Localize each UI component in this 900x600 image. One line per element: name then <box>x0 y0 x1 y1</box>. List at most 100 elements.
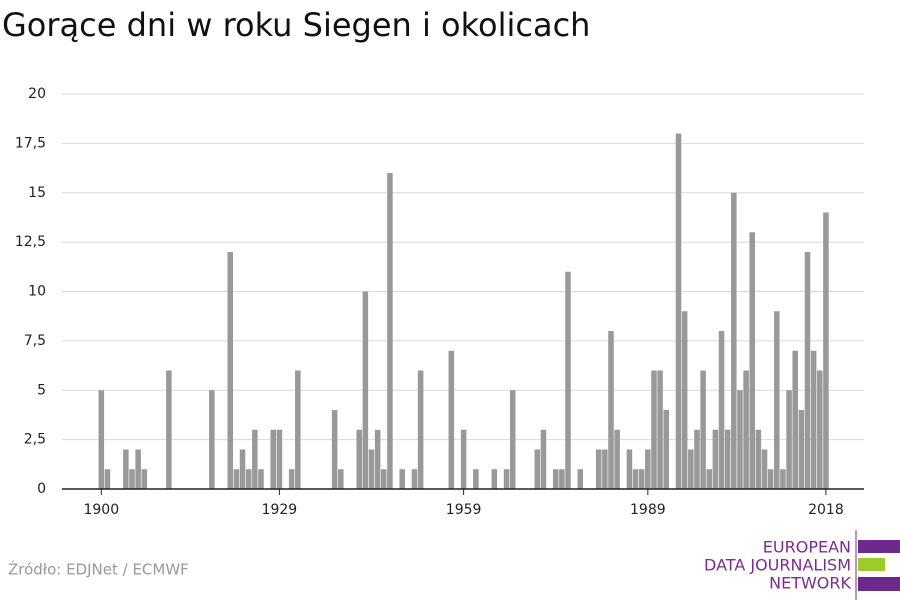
bar <box>135 449 141 489</box>
bar <box>123 449 129 489</box>
bar <box>368 449 375 489</box>
bar <box>645 449 651 489</box>
bar <box>724 429 731 489</box>
bar <box>288 469 295 489</box>
bar <box>694 429 700 489</box>
bar <box>663 410 670 489</box>
bar <box>638 469 645 489</box>
bar <box>239 449 246 489</box>
bar <box>473 469 479 489</box>
source: Źródło: EDJNet / ECMWF <box>8 560 189 579</box>
bar <box>792 350 798 489</box>
bar <box>675 133 682 489</box>
bar <box>712 429 719 489</box>
bar <box>399 469 405 489</box>
bar <box>804 252 811 489</box>
bar <box>252 429 258 489</box>
bar <box>258 469 264 489</box>
bar <box>503 469 510 489</box>
bar <box>245 469 252 489</box>
y-tick-label: 10 <box>28 284 46 300</box>
bar <box>718 331 725 489</box>
bar <box>761 449 768 489</box>
bar <box>338 469 344 489</box>
bar <box>509 390 516 489</box>
bar <box>381 469 387 489</box>
bar <box>767 469 774 489</box>
bar <box>798 410 805 489</box>
bar <box>534 449 541 489</box>
x-tick-label: 2018 <box>808 502 844 518</box>
bar <box>657 370 663 489</box>
bar <box>417 370 424 489</box>
bar <box>104 469 111 489</box>
bar <box>276 429 283 489</box>
bar <box>577 469 584 489</box>
y-tick-label: 5 <box>37 382 46 398</box>
bar <box>595 449 602 489</box>
logo: EUROPEAN DATA JOURNALISM NETWORK <box>704 530 900 600</box>
bar <box>626 449 633 489</box>
logo-text: EUROPEAN <box>763 538 851 557</box>
bar <box>540 429 547 489</box>
bar <box>166 370 172 489</box>
logo-bar <box>858 540 900 553</box>
bar <box>608 331 614 489</box>
bar <box>331 410 338 489</box>
bar <box>737 390 743 489</box>
bar <box>681 311 688 489</box>
y-tick-label: 12,5 <box>15 234 46 250</box>
bar <box>749 232 755 489</box>
bar <box>362 291 369 489</box>
bar <box>270 429 277 489</box>
bar <box>651 370 657 489</box>
bar <box>786 390 792 489</box>
bar <box>565 271 571 489</box>
bar <box>823 212 829 489</box>
bar <box>141 469 148 489</box>
chart-title: Gorące dni w roku Siegen i okolicach <box>2 6 590 44</box>
bar <box>98 390 105 489</box>
x-tick-label: 1900 <box>83 502 119 518</box>
bar <box>700 370 706 489</box>
bar <box>817 370 823 489</box>
bar <box>411 469 418 489</box>
bar <box>706 469 713 489</box>
bar <box>227 252 234 489</box>
x-tick-label: 1929 <box>262 502 298 518</box>
bar <box>387 173 393 489</box>
bar <box>688 449 694 489</box>
bar <box>356 429 362 489</box>
logo-bar <box>858 558 885 571</box>
bar <box>209 390 215 489</box>
bar <box>559 469 565 489</box>
bar <box>491 469 498 489</box>
y-tick-label: 15 <box>28 185 46 201</box>
bar <box>129 469 135 489</box>
bar <box>552 469 559 489</box>
bar <box>774 311 780 489</box>
bar <box>233 469 240 489</box>
logo-text: DATA JOURNALISM <box>704 556 851 575</box>
y-tick-label: 2,5 <box>24 432 46 448</box>
bar <box>780 469 786 489</box>
bar <box>632 469 639 489</box>
bar <box>755 429 762 489</box>
bar <box>295 370 301 489</box>
y-tick-label: 17,5 <box>15 135 46 151</box>
bar <box>602 449 608 489</box>
logo-text: NETWORK <box>769 574 851 593</box>
bar <box>731 192 737 489</box>
bar <box>448 350 455 489</box>
x-tick-label: 1989 <box>630 502 666 518</box>
bar <box>810 350 817 489</box>
bar <box>374 429 381 489</box>
bar <box>743 370 749 489</box>
logo-bar <box>858 577 900 591</box>
x-tick-label: 1959 <box>446 502 482 518</box>
y-tick-label: 7,5 <box>24 333 46 349</box>
bar <box>460 429 467 489</box>
y-tick-label: 20 <box>28 86 46 102</box>
bar <box>614 429 620 489</box>
